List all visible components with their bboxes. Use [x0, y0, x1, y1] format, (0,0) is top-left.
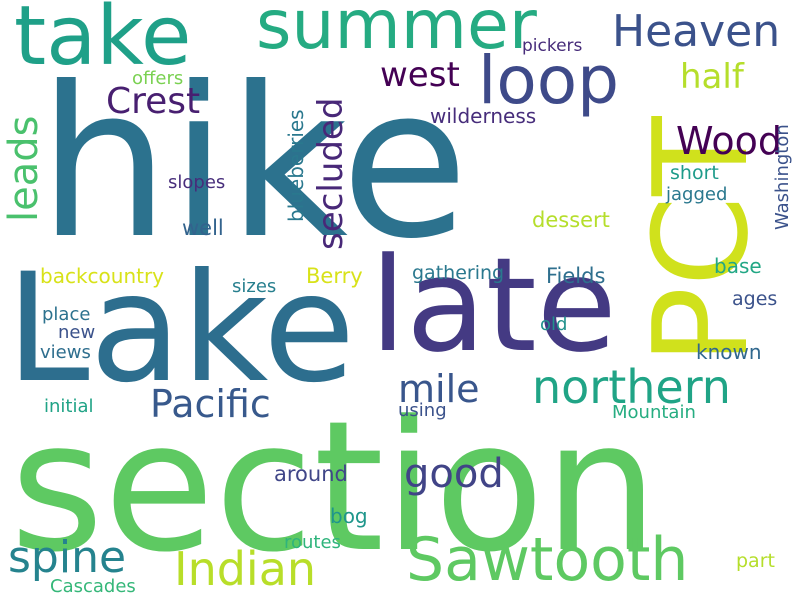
word-using: using: [398, 400, 447, 421]
word-old: old: [540, 314, 568, 335]
word-mountain: Mountain: [612, 402, 696, 423]
word-northern: northern: [532, 360, 731, 414]
word-short: short: [670, 162, 719, 184]
word-late: late: [370, 229, 617, 381]
word-take: take: [14, 0, 192, 84]
word-crest: Crest: [106, 81, 201, 122]
word-sawtooth: Sawtooth: [406, 525, 689, 595]
word-known: known: [696, 340, 762, 364]
word-offers: offers: [132, 68, 184, 89]
word-wilderness: wilderness: [430, 104, 537, 128]
word-backcountry: backcountry: [40, 264, 165, 288]
word-new: new: [58, 322, 96, 343]
word-secluded: secluded: [311, 97, 351, 250]
word-fields: Fields: [546, 264, 606, 288]
word-slopes: slopes: [168, 172, 226, 193]
word-sizes: sizes: [232, 276, 277, 297]
word-west: west: [380, 55, 460, 95]
word-hike: hike: [38, 43, 469, 285]
word-indian: Indian: [174, 542, 317, 596]
word-washington: Washington: [772, 124, 793, 230]
word-summer: summer: [256, 0, 537, 65]
word-mile: mile: [398, 367, 480, 411]
word-section: section: [10, 383, 659, 592]
word-wood: Wood: [676, 119, 782, 163]
word-dessert: dessert: [532, 208, 610, 232]
word-pickers: pickers: [522, 36, 583, 56]
word-blueberries: blueberries: [284, 109, 308, 222]
word-good: good: [404, 451, 504, 497]
word-gathering: gathering: [412, 262, 505, 284]
word-jagged: jagged: [666, 184, 728, 205]
word-heaven: Heaven: [612, 6, 781, 57]
word-lake: Lake: [6, 242, 356, 416]
word-pacific: Pacific: [150, 382, 271, 426]
word-base: base: [714, 254, 762, 278]
word-place: place: [42, 304, 91, 325]
word-around: around: [274, 462, 348, 486]
word-well: well: [182, 216, 224, 240]
word-bog: bog: [330, 504, 368, 528]
word-initial: initial: [44, 396, 94, 417]
word-cascades: Cascades: [50, 576, 136, 597]
word-leads: leads: [1, 115, 47, 222]
word-routes: routes: [284, 532, 341, 553]
word-berry: Berry: [306, 264, 363, 288]
word-loop: loop: [478, 42, 619, 119]
word-half: half: [680, 57, 744, 97]
word-spine: spine: [8, 532, 127, 583]
word-ages: ages: [732, 288, 778, 310]
word-views: views: [40, 342, 91, 363]
word-part: part: [736, 550, 775, 572]
